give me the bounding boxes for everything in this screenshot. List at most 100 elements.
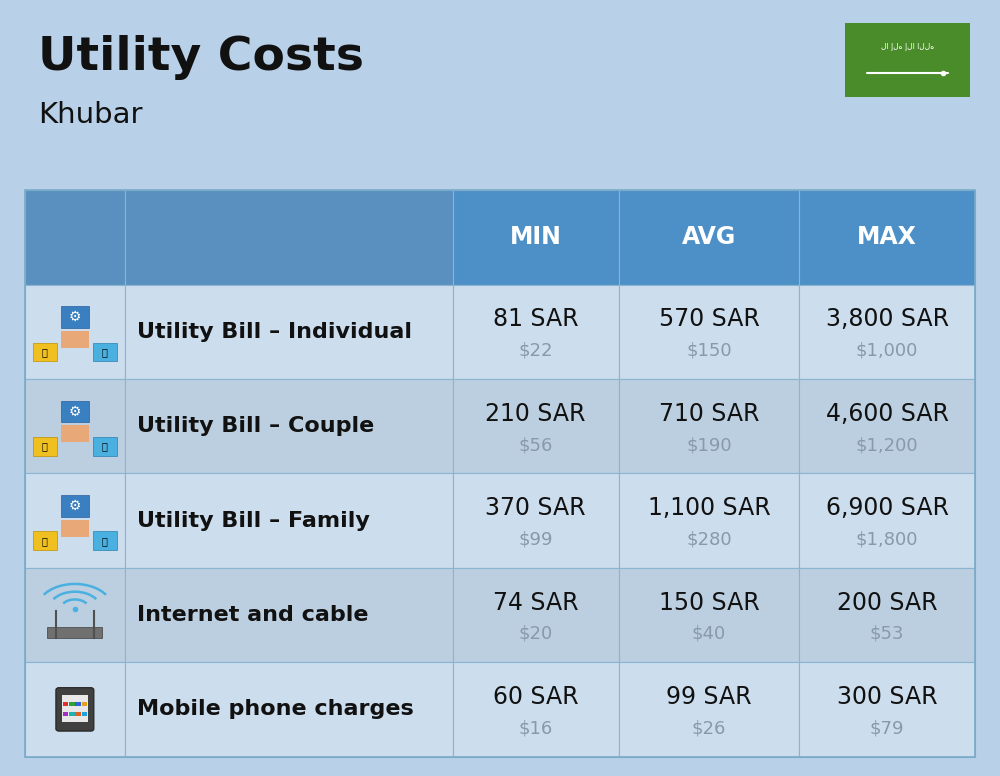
Bar: [25, 190, 975, 757]
Bar: [25, 379, 125, 473]
Bar: [63, 702, 68, 706]
Bar: [69, 712, 75, 716]
Bar: [61, 307, 89, 327]
Text: ⚙: ⚙: [69, 499, 81, 513]
Text: ⚙: ⚙: [69, 310, 81, 324]
FancyBboxPatch shape: [56, 688, 94, 731]
Bar: [452, 473, 619, 568]
Text: $53: $53: [870, 625, 904, 643]
Text: 4,600 SAR: 4,600 SAR: [826, 402, 949, 426]
Bar: [75, 712, 81, 716]
Text: $190: $190: [686, 436, 732, 454]
Text: $16: $16: [518, 719, 553, 737]
Bar: [799, 662, 975, 757]
Text: 570 SAR: 570 SAR: [659, 307, 759, 331]
Bar: [63, 712, 68, 716]
Text: $22: $22: [518, 341, 553, 359]
Bar: [61, 495, 89, 517]
Bar: [619, 190, 799, 285]
Text: 1,100 SAR: 1,100 SAR: [648, 497, 770, 520]
Text: 81 SAR: 81 SAR: [493, 307, 578, 331]
Text: $1,000: $1,000: [856, 341, 918, 359]
Text: 370 SAR: 370 SAR: [485, 497, 586, 520]
Bar: [125, 190, 452, 285]
Text: $1,200: $1,200: [856, 436, 918, 454]
Text: 🔌: 🔌: [42, 442, 48, 452]
Text: $40: $40: [692, 625, 726, 643]
Bar: [25, 285, 125, 379]
Bar: [799, 379, 975, 473]
Bar: [799, 568, 975, 662]
Bar: [799, 190, 975, 285]
Text: Khubar: Khubar: [38, 101, 143, 129]
Bar: [619, 568, 799, 662]
Text: $56: $56: [518, 436, 553, 454]
Bar: [619, 379, 799, 473]
Bar: [25, 473, 125, 568]
Text: $280: $280: [686, 531, 732, 549]
Bar: [93, 343, 117, 362]
Bar: [47, 626, 102, 638]
Text: Mobile phone charges: Mobile phone charges: [137, 699, 414, 719]
Text: 3,800 SAR: 3,800 SAR: [826, 307, 949, 331]
Text: 💧: 💧: [102, 535, 108, 546]
Bar: [125, 568, 452, 662]
Text: Internet and cable: Internet and cable: [137, 605, 368, 625]
Bar: [452, 662, 619, 757]
Text: 710 SAR: 710 SAR: [659, 402, 759, 426]
Bar: [69, 702, 75, 706]
Text: 💧: 💧: [102, 442, 108, 452]
Text: 210 SAR: 210 SAR: [485, 402, 586, 426]
Text: 6,900 SAR: 6,900 SAR: [826, 497, 949, 520]
Text: $79: $79: [870, 719, 904, 737]
Bar: [799, 285, 975, 379]
Bar: [75, 702, 81, 706]
Bar: [33, 437, 57, 456]
Text: 🔌: 🔌: [42, 347, 48, 357]
Bar: [93, 532, 117, 550]
Text: 60 SAR: 60 SAR: [493, 685, 578, 709]
Text: 💧: 💧: [102, 347, 108, 357]
Text: $1,800: $1,800: [856, 531, 918, 549]
Bar: [62, 695, 88, 722]
Text: Utility Bill – Individual: Utility Bill – Individual: [137, 322, 412, 341]
Bar: [619, 473, 799, 568]
Text: MIN: MIN: [510, 225, 562, 249]
Text: MAX: MAX: [857, 225, 917, 249]
Bar: [82, 702, 87, 706]
Text: $26: $26: [692, 719, 726, 737]
Bar: [25, 568, 125, 662]
Text: 300 SAR: 300 SAR: [837, 685, 937, 709]
Text: $20: $20: [518, 625, 553, 643]
Bar: [125, 662, 452, 757]
Bar: [452, 190, 619, 285]
Bar: [93, 437, 117, 456]
Bar: [452, 379, 619, 473]
Text: لا إله إلا الله: لا إله إلا الله: [881, 43, 934, 51]
Bar: [125, 285, 452, 379]
Bar: [33, 343, 57, 362]
Text: ⚙: ⚙: [69, 404, 81, 418]
Bar: [125, 473, 452, 568]
Bar: [452, 285, 619, 379]
Text: 🔌: 🔌: [42, 535, 48, 546]
Bar: [61, 331, 89, 348]
Bar: [619, 285, 799, 379]
Bar: [61, 400, 89, 422]
FancyBboxPatch shape: [845, 23, 970, 97]
Bar: [125, 379, 452, 473]
Bar: [799, 473, 975, 568]
Text: Utility Bill – Family: Utility Bill – Family: [137, 511, 370, 531]
Bar: [25, 662, 125, 757]
Text: Utility Costs: Utility Costs: [38, 35, 364, 80]
Bar: [61, 425, 89, 442]
Text: 99 SAR: 99 SAR: [666, 685, 752, 709]
Bar: [25, 190, 125, 285]
Text: $99: $99: [518, 531, 553, 549]
Bar: [619, 662, 799, 757]
Bar: [33, 532, 57, 550]
Bar: [82, 712, 87, 716]
Text: Utility Bill – Couple: Utility Bill – Couple: [137, 416, 374, 436]
Text: 74 SAR: 74 SAR: [493, 591, 578, 615]
Text: $150: $150: [686, 341, 732, 359]
